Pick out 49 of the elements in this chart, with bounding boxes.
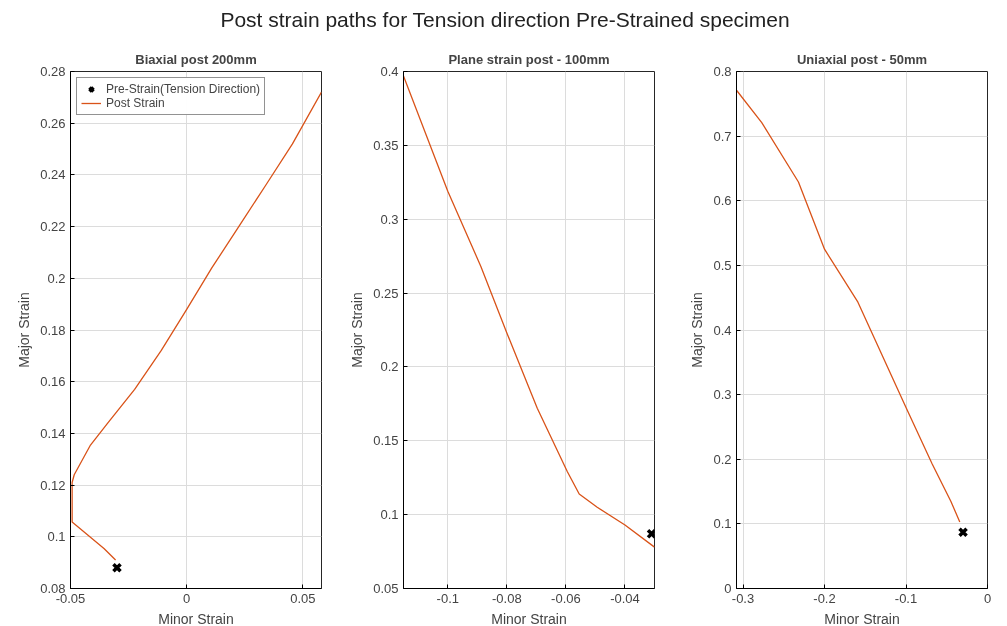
chart-title: Uniaxial post - 50mm (796, 51, 928, 67)
y-tick-label: 0.16 (40, 374, 66, 390)
y-tick-label: 0.2 (47, 270, 66, 286)
y-tick-label: 0.3 (380, 211, 399, 227)
chart-title: Plane strain post - 100mm (448, 51, 610, 67)
y-axis-title: Major Strain (16, 292, 33, 368)
legend-label: Pre-Strain(Tension Direction) (106, 82, 261, 96)
y-tick-label: 0.28 (40, 64, 66, 79)
y-tick-label: 0.12 (40, 477, 66, 493)
y-tick-label: 0.22 (40, 219, 66, 235)
x-tick-label: -0.1 (436, 590, 459, 606)
y-tick-label: 0.5 (713, 257, 732, 273)
y-tick-label: 0.6 (713, 193, 732, 209)
x-tick-label: -0.06 (551, 590, 581, 606)
x-axis-title: Minor Strain (158, 610, 234, 626)
y-tick-label: 0.1 (47, 529, 66, 545)
x-axis-title: Minor Strain (824, 610, 900, 626)
line-series (403, 75, 655, 548)
y-axis-title: Major Strain (689, 292, 706, 368)
x-tick-label: 0 (183, 590, 191, 606)
x-axis-title: Minor Strain (491, 610, 567, 626)
x-tick-label: -0.2 (813, 590, 836, 606)
y-axis-title: Major Strain (349, 292, 366, 368)
line-series (736, 89, 961, 523)
y-tick-label: 0.8 (713, 64, 732, 79)
x-tick-label: 0.05 (290, 590, 316, 606)
x-tick-label: -0.04 (610, 590, 640, 606)
y-tick-label: 0.35 (373, 137, 399, 153)
y-tick-label: 0.26 (40, 115, 66, 131)
y-tick-label: 0.2 (380, 359, 399, 375)
y-tick-label: 0.24 (40, 167, 66, 183)
text: Post strain paths for Tension direction Pre-Strained specimen (220, 7, 790, 33)
y-tick-label: 0.4 (713, 322, 732, 338)
y-tick-label: 0.14 (40, 425, 66, 441)
x-tick-label: -0.3 (731, 590, 755, 606)
y-tick-label: 0.1 (713, 516, 732, 532)
y-tick-label: 0.4 (380, 64, 399, 79)
y-tick-label: 0.18 (40, 322, 66, 338)
y-tick-label: 0.2 (713, 451, 732, 467)
y-tick-label: 0.15 (373, 433, 399, 449)
y-tick-label: 0.7 (713, 128, 732, 144)
legend-label: Post Strain (106, 96, 165, 110)
x-tick-label: 0 (983, 590, 992, 606)
y-tick-label: 0.3 (713, 387, 732, 403)
y-tick-label: 0.1 (380, 507, 399, 523)
x-tick-label: -0.1 (894, 590, 918, 606)
x-tick-label: -0.08 (492, 590, 522, 606)
chart-subtitle: Biaxial post 200mm (135, 51, 257, 67)
y-tick-label: 0.25 (373, 285, 399, 301)
